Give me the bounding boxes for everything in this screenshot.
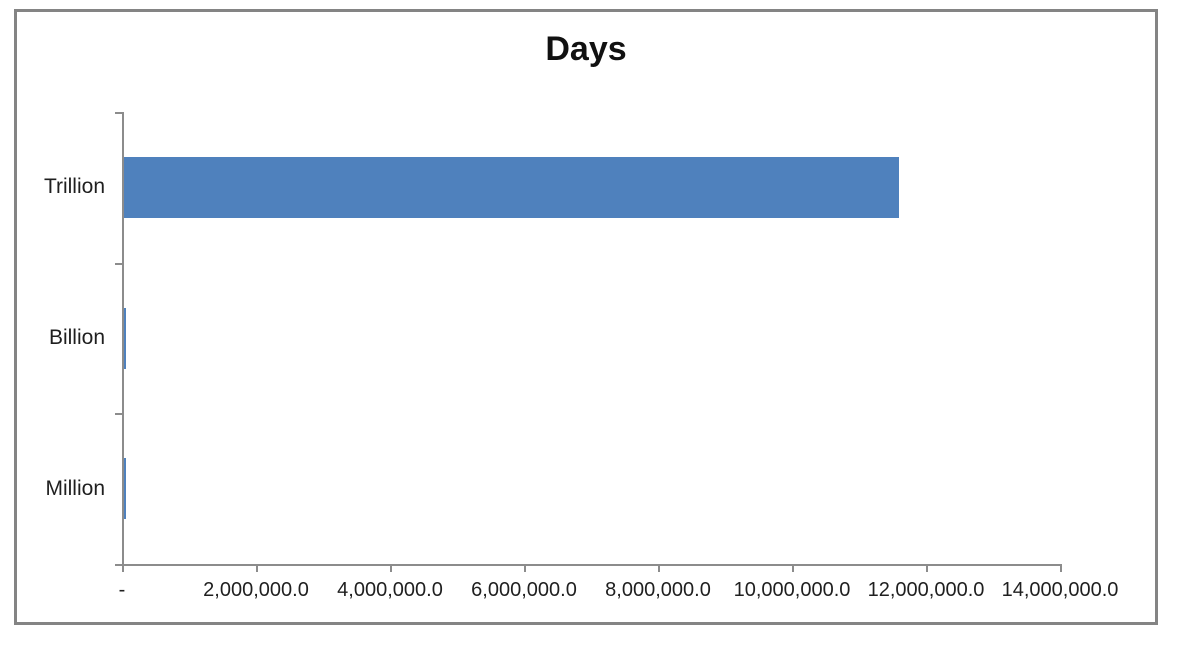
x-axis-tick xyxy=(926,564,928,572)
category-label-million: Million xyxy=(45,477,105,500)
category-label-billion: Billion xyxy=(48,326,105,349)
bar-million xyxy=(124,458,126,519)
x-axis-tick xyxy=(390,564,392,572)
category-label-trillion: Trillion xyxy=(43,175,105,198)
x-axis-tick xyxy=(1060,564,1062,572)
x-tick-label: 12,000,000.0 xyxy=(867,579,985,601)
x-axis-tick xyxy=(122,564,124,572)
y-axis-tick xyxy=(115,263,123,265)
x-axis-tick xyxy=(792,564,794,572)
y-axis-tick xyxy=(115,413,123,415)
x-tick-label: 10,000,000.0 xyxy=(733,579,851,601)
x-axis-tick xyxy=(658,564,660,572)
chart-frame: Days Trillion Billion Million - 2,000,000.0… xyxy=(14,9,1158,625)
bar-trillion xyxy=(124,157,899,218)
y-axis-tick xyxy=(115,112,123,114)
bar-billion xyxy=(124,308,126,369)
x-tick-label: 2,000,000.0 xyxy=(203,579,309,601)
y-axis-tick xyxy=(115,564,123,566)
x-axis-line xyxy=(122,564,1062,566)
plot-area: Trillion Billion Million - 2,000,000.0 4,000… xyxy=(17,12,1155,622)
x-tick-label: 6,000,000.0 xyxy=(471,579,577,601)
x-axis-tick xyxy=(524,564,526,572)
y-axis-line xyxy=(122,112,124,565)
chart-title: Days xyxy=(545,30,627,68)
x-tick-label: 8,000,000.0 xyxy=(605,579,711,601)
x-axis-tick xyxy=(256,564,258,572)
x-tick-label: - xyxy=(118,579,126,601)
x-tick-label: 14,000,000.0 xyxy=(1001,579,1119,601)
x-tick-label: 4,000,000.0 xyxy=(337,579,443,601)
